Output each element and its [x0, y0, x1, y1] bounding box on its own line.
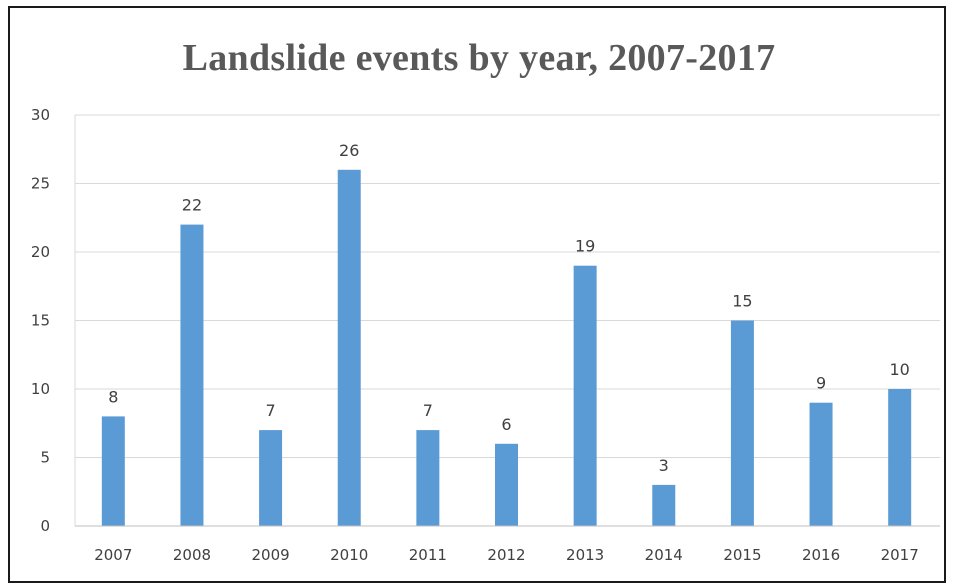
x-tick-label: 2016: [802, 546, 840, 564]
bar-2011: [416, 430, 440, 526]
y-tick-label: 10: [31, 380, 50, 398]
data-label: 22: [182, 196, 202, 215]
x-tick-label: 2011: [409, 546, 447, 564]
x-axis: 2007 2008 2009 2010 2011 2012 2013 2014 2015 2016…: [75, 525, 940, 564]
data-label: 10: [890, 360, 910, 379]
bar-2012: [495, 443, 518, 526]
y-axis: 0 5 10 15 20 25 30: [31, 106, 76, 535]
x-tick-label: 2015: [723, 546, 761, 564]
y-tick-label: 0: [40, 517, 50, 535]
bar-2010: [337, 169, 361, 527]
x-tick-label: 2013: [566, 546, 604, 564]
gridlines: [75, 114, 940, 458]
data-label: 8: [108, 387, 118, 406]
y-tick-label: 5: [40, 449, 50, 467]
bars: [101, 169, 912, 527]
data-label: 19: [575, 237, 595, 256]
y-tick-label: 20: [31, 243, 50, 261]
x-tick-label: 2014: [645, 546, 683, 564]
data-label: 7: [265, 401, 275, 420]
x-tick-label: 2009: [251, 546, 289, 564]
x-tick-label: 2010: [330, 546, 368, 564]
x-tick-label: 2007: [94, 546, 132, 564]
chart-frame: [8, 6, 946, 583]
x-tick-label: 2017: [881, 546, 919, 564]
chart-title: Landslide events by year, 2007-2017: [182, 37, 776, 79]
y-tick-label: 15: [31, 312, 50, 330]
bar-2017: [888, 389, 912, 526]
y-tick-label: 30: [31, 106, 50, 124]
data-label: 9: [816, 374, 826, 393]
bar-2008: [180, 224, 204, 526]
data-labels: 8 22 7 26 7 6 19 3 15 9 10: [108, 141, 910, 475]
x-tick-label: 2012: [487, 546, 525, 564]
data-label: 15: [732, 292, 752, 311]
bar-2007: [101, 416, 125, 526]
data-label: 7: [423, 401, 433, 420]
data-label: 3: [659, 456, 669, 475]
bar-2013: [573, 265, 597, 526]
data-label: 6: [501, 415, 511, 434]
bar-2009: [259, 430, 283, 526]
bar-2015: [730, 320, 754, 526]
y-tick-label: 25: [31, 175, 50, 193]
bar-2014: [652, 484, 676, 526]
data-label: 26: [339, 141, 359, 160]
bar-2016: [809, 402, 833, 526]
x-tick-label: 2008: [173, 546, 211, 564]
